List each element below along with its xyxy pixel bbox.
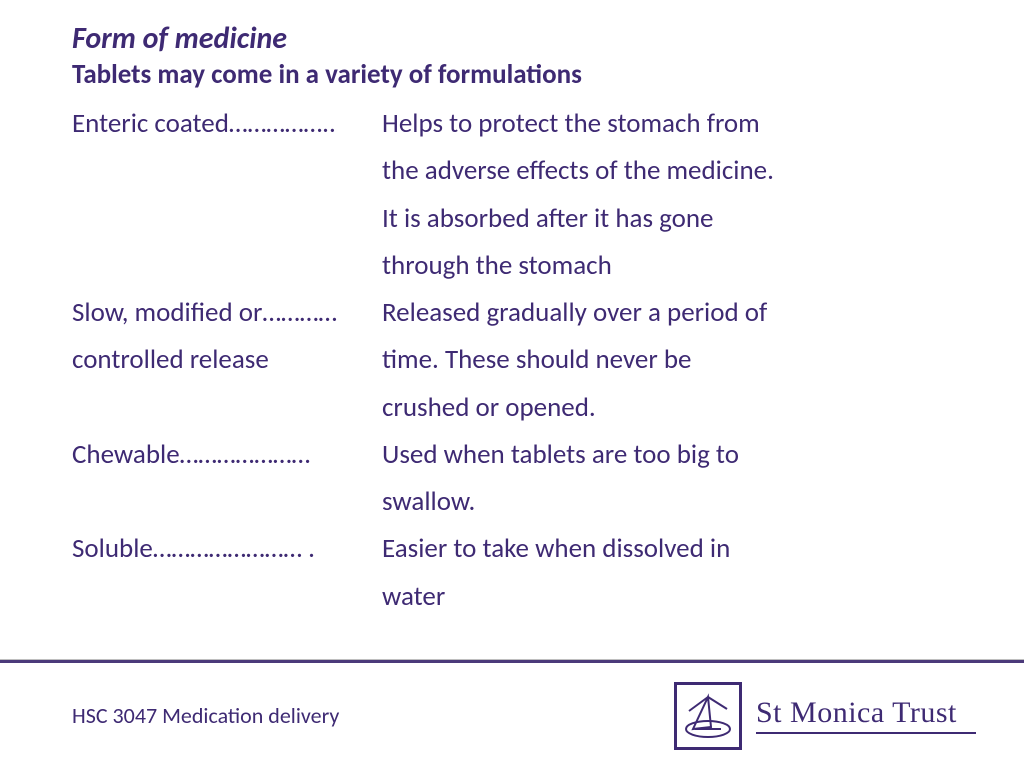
description-text: Used when tablets are too big to (382, 431, 952, 478)
term-text: Soluble…………………… . (72, 525, 382, 572)
description-text: Easier to take when dissolved in (382, 525, 952, 572)
description-text: Helps to protect the stomach from (382, 100, 952, 147)
description-text: through the stomach (382, 242, 952, 289)
definition-line: through the stomach (72, 242, 952, 289)
body-text: Enteric coated……………..Helps to protect th… (72, 100, 952, 620)
definition-line: the adverse effects of the medicine. (72, 147, 952, 194)
footer-logo-block: St Monica Trust (674, 682, 976, 750)
description-text: swallow. (382, 478, 952, 525)
footer-course-code: HSC 3047 Medication delivery (72, 702, 339, 729)
definition-line: water (72, 573, 952, 620)
term-text: controlled release (72, 336, 382, 383)
description-text: crushed or opened. (382, 384, 952, 431)
definition-line: Chewable…………………Used when tablets are too… (72, 431, 952, 478)
slide: Form of medicine Tablets may come in a v… (0, 0, 1024, 768)
sundial-logo-icon (674, 682, 742, 750)
definition-line: Soluble…………………… .Easier to take when dis… (72, 525, 952, 572)
slide-subtitle: Tablets may come in a variety of formula… (72, 59, 952, 90)
footer: HSC 3047 Medication delivery St Monica T… (0, 663, 1024, 768)
definition-line: Slow, modified or…………Released gradually … (72, 289, 952, 336)
term-text: Slow, modified or………… (72, 289, 382, 336)
description-text: time. These should never be (382, 336, 952, 383)
definition-line: crushed or opened. (72, 384, 952, 431)
definition-line: Enteric coated……………..Helps to protect th… (72, 100, 952, 147)
description-text: water (382, 573, 952, 620)
slide-title: Form of medicine (72, 22, 952, 55)
content-area: Form of medicine Tablets may come in a v… (72, 22, 952, 620)
definition-line: controlled releasetime. These should nev… (72, 336, 952, 383)
description-text: It is absorbed after it has gone (382, 195, 952, 242)
definition-line: It is absorbed after it has gone (72, 195, 952, 242)
org-name-underline (756, 732, 976, 734)
org-name-block: St Monica Trust (756, 697, 976, 735)
description-text: the adverse effects of the medicine. (382, 147, 952, 194)
term-text: Enteric coated…………….. (72, 100, 382, 147)
description-text: Released gradually over a period of (382, 289, 952, 336)
term-text: Chewable………………… (72, 431, 382, 478)
org-name: St Monica Trust (756, 697, 976, 729)
definition-line: swallow. (72, 478, 952, 525)
